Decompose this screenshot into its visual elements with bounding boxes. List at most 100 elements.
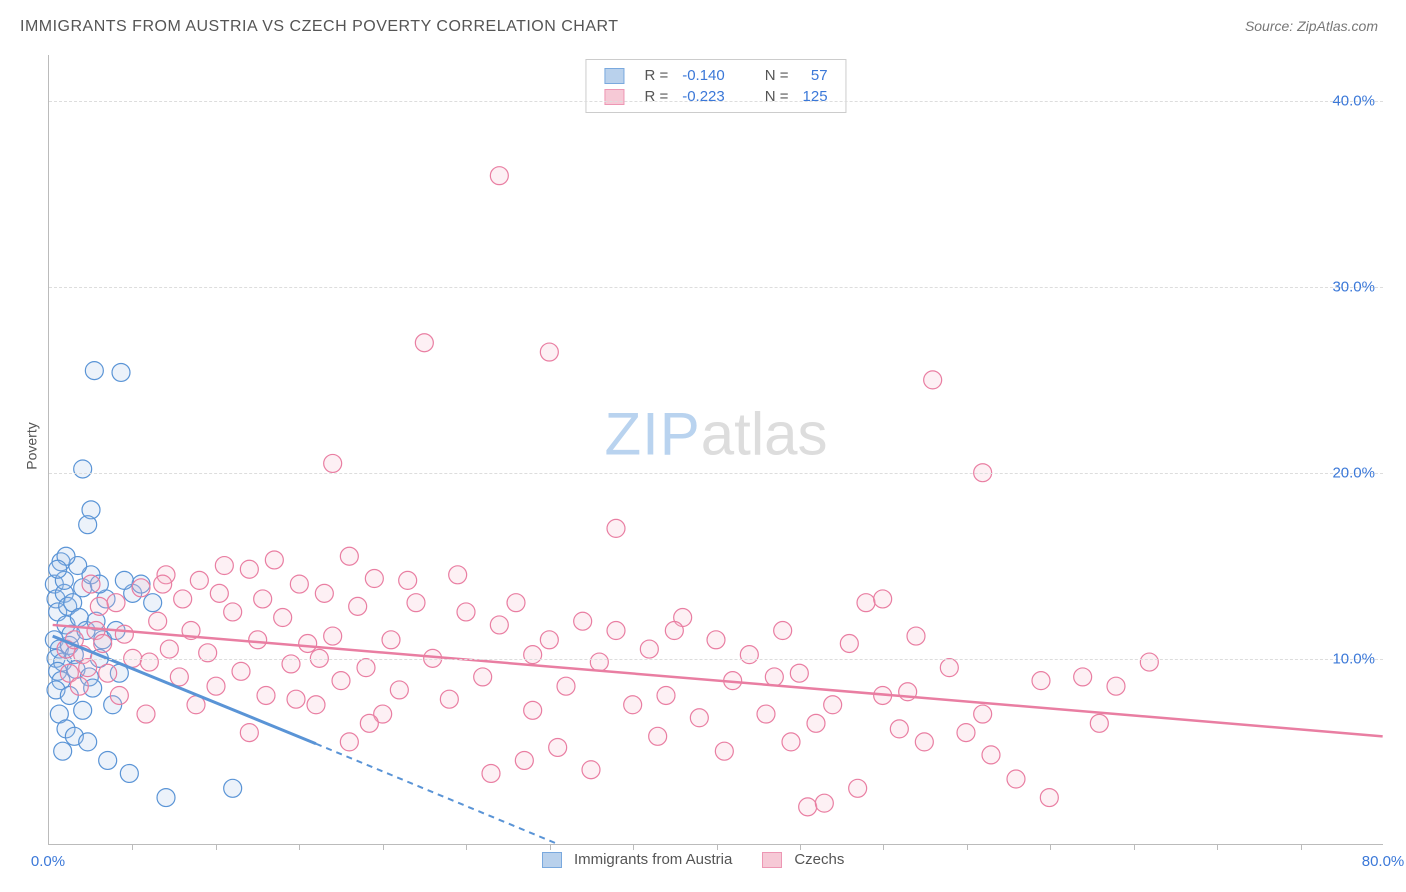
x-tick xyxy=(967,844,968,850)
gridline xyxy=(49,659,1383,660)
data-point-czechs xyxy=(1032,672,1050,690)
data-point-czechs xyxy=(440,690,458,708)
data-point-czechs xyxy=(665,622,683,640)
data-point-czechs xyxy=(70,677,88,695)
data-point-austria xyxy=(144,594,162,612)
x-tick xyxy=(1301,844,1302,850)
data-point-czechs xyxy=(474,668,492,686)
data-point-czechs xyxy=(232,662,250,680)
chart-title: IMMIGRANTS FROM AUSTRIA VS CZECH POVERTY… xyxy=(20,18,619,36)
x-tick xyxy=(132,844,133,850)
series-legend: Immigrants from Austria Czechs xyxy=(542,851,844,868)
data-point-czechs xyxy=(290,575,308,593)
x-tick xyxy=(466,844,467,850)
chart-plot-area: ZIPatlas R = -0.140 N = 57 R = -0.223 N … xyxy=(48,55,1383,845)
data-point-czechs xyxy=(207,677,225,695)
data-point-czechs xyxy=(299,635,317,653)
data-point-czechs xyxy=(857,594,875,612)
data-point-austria xyxy=(120,764,138,782)
y-tick-label: 20.0% xyxy=(1332,465,1375,482)
data-point-czechs xyxy=(415,334,433,352)
x-tick xyxy=(1050,844,1051,850)
data-point-czechs xyxy=(274,609,292,627)
data-point-czechs xyxy=(210,584,228,602)
y-axis-label: Poverty xyxy=(24,422,40,469)
correlation-legend: R = -0.140 N = 57 R = -0.223 N = 125 xyxy=(585,59,846,113)
data-point-czechs xyxy=(715,742,733,760)
data-point-czechs xyxy=(324,627,342,645)
data-point-czechs xyxy=(1007,770,1025,788)
gridline xyxy=(49,287,1383,288)
x-tick xyxy=(299,844,300,850)
data-point-czechs xyxy=(315,584,333,602)
x-tick xyxy=(1134,844,1135,850)
data-point-czechs xyxy=(82,575,100,593)
data-point-czechs xyxy=(332,672,350,690)
gridline xyxy=(49,473,1383,474)
data-point-czechs xyxy=(740,646,758,664)
data-point-czechs xyxy=(224,603,242,621)
x-tick xyxy=(216,844,217,850)
data-point-czechs xyxy=(907,627,925,645)
x-tick-label: 0.0% xyxy=(31,853,65,870)
legend-swatch xyxy=(542,852,562,868)
data-point-czechs xyxy=(365,570,383,588)
data-point-czechs xyxy=(140,653,158,671)
data-point-czechs xyxy=(154,575,172,593)
data-point-czechs xyxy=(1090,714,1108,732)
data-point-czechs xyxy=(540,631,558,649)
data-point-czechs xyxy=(974,705,992,723)
data-point-czechs xyxy=(790,664,808,682)
data-point-czechs xyxy=(840,635,858,653)
data-point-czechs xyxy=(607,622,625,640)
data-point-czechs xyxy=(782,733,800,751)
data-point-czechs xyxy=(132,579,150,597)
data-point-czechs xyxy=(640,640,658,658)
data-point-czechs xyxy=(160,640,178,658)
y-tick-label: 40.0% xyxy=(1332,93,1375,110)
data-point-czechs xyxy=(170,668,188,686)
data-point-austria xyxy=(224,779,242,797)
data-point-czechs xyxy=(90,597,108,615)
data-point-czechs xyxy=(240,560,258,578)
data-point-czechs xyxy=(707,631,725,649)
x-tick xyxy=(717,844,718,850)
data-point-czechs xyxy=(1107,677,1125,695)
data-point-austria xyxy=(79,516,97,534)
data-point-czechs xyxy=(657,686,675,704)
data-point-czechs xyxy=(149,612,167,630)
data-point-czechs xyxy=(482,764,500,782)
data-point-austria xyxy=(54,742,72,760)
data-point-austria xyxy=(49,560,67,578)
data-point-czechs xyxy=(190,571,208,589)
data-point-czechs xyxy=(574,612,592,630)
data-point-czechs xyxy=(107,594,125,612)
x-tick xyxy=(550,844,551,850)
data-point-czechs xyxy=(1140,653,1158,671)
data-point-czechs xyxy=(915,733,933,751)
x-tick xyxy=(383,844,384,850)
data-point-czechs xyxy=(287,690,305,708)
data-point-czechs xyxy=(449,566,467,584)
data-point-czechs xyxy=(807,714,825,732)
data-point-czechs xyxy=(282,655,300,673)
data-point-czechs xyxy=(390,681,408,699)
data-point-czechs xyxy=(324,454,342,472)
data-point-czechs xyxy=(399,571,417,589)
data-point-austria xyxy=(85,362,103,380)
data-point-czechs xyxy=(79,659,97,677)
data-point-czechs xyxy=(515,751,533,769)
data-point-czechs xyxy=(174,590,192,608)
gridline xyxy=(49,101,1383,102)
x-tick-label: 80.0% xyxy=(1362,853,1405,870)
data-point-czechs xyxy=(507,594,525,612)
legend-label: Czechs xyxy=(794,851,844,868)
data-point-czechs xyxy=(582,761,600,779)
data-point-czechs xyxy=(382,631,400,649)
data-point-czechs xyxy=(137,705,155,723)
data-point-czechs xyxy=(757,705,775,723)
data-point-czechs xyxy=(1074,668,1092,686)
legend-item-czechs: Czechs xyxy=(762,851,844,868)
legend-label: Immigrants from Austria xyxy=(574,851,732,868)
x-tick xyxy=(633,844,634,850)
